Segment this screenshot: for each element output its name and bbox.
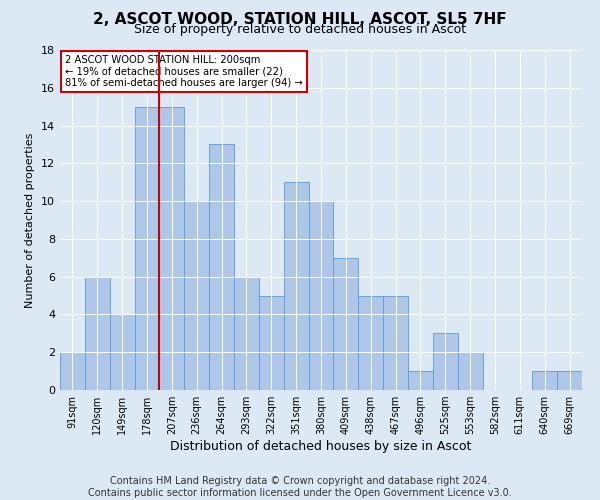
Bar (134, 106, 160, 390)
Bar (60, 352, 85, 390)
Bar (433, 334, 458, 390)
Text: 2 ASCOT WOOD STATION HILL: 200sqm
← 19% of detached houses are smaller (22)
81% : 2 ASCOT WOOD STATION HILL: 200sqm ← 19% … (65, 55, 303, 88)
Bar (85, 276, 110, 390)
Text: 2, ASCOT WOOD, STATION HILL, ASCOT, SL5 7HF: 2, ASCOT WOOD, STATION HILL, ASCOT, SL5 … (93, 12, 507, 28)
Bar (383, 296, 408, 390)
Bar (358, 296, 383, 390)
Text: Contains HM Land Registry data © Crown copyright and database right 2024.
Contai: Contains HM Land Registry data © Crown c… (88, 476, 512, 498)
Bar (284, 182, 308, 390)
Bar (160, 106, 184, 390)
Bar (110, 314, 134, 390)
Bar (209, 144, 234, 390)
Bar (184, 201, 209, 390)
Bar (334, 258, 358, 390)
Bar (259, 296, 284, 390)
Bar (532, 371, 557, 390)
Bar (557, 371, 582, 390)
Text: Size of property relative to detached houses in Ascot: Size of property relative to detached ho… (134, 22, 466, 36)
X-axis label: Distribution of detached houses by size in Ascot: Distribution of detached houses by size … (170, 440, 472, 453)
Bar (234, 276, 259, 390)
Bar (408, 371, 433, 390)
Bar (308, 201, 334, 390)
Y-axis label: Number of detached properties: Number of detached properties (25, 132, 35, 308)
Bar (458, 352, 482, 390)
